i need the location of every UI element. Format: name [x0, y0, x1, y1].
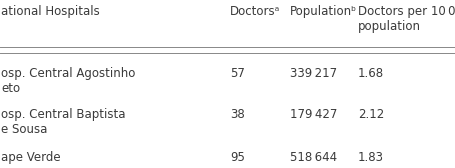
- Text: Doctorsᵃ: Doctorsᵃ: [230, 5, 280, 18]
- Text: Populationᵇ: Populationᵇ: [289, 5, 356, 18]
- Text: Doctors per 10 000
population: Doctors per 10 000 population: [357, 5, 455, 33]
- Text: osp. Central Baptista
e Sousa: osp. Central Baptista e Sousa: [1, 108, 125, 136]
- Text: 57: 57: [230, 67, 245, 80]
- Text: 518 644: 518 644: [289, 151, 336, 164]
- Text: 2.12: 2.12: [357, 108, 384, 120]
- Text: 179 427: 179 427: [289, 108, 336, 120]
- Text: ape Verde: ape Verde: [1, 151, 61, 164]
- Text: 1.83: 1.83: [357, 151, 383, 164]
- Text: 95: 95: [230, 151, 245, 164]
- Text: 339 217: 339 217: [289, 67, 336, 80]
- Text: 1.68: 1.68: [357, 67, 383, 80]
- Text: ational Hospitals: ational Hospitals: [1, 5, 100, 18]
- Text: osp. Central Agostinho
eto: osp. Central Agostinho eto: [1, 67, 135, 95]
- Text: 38: 38: [230, 108, 244, 120]
